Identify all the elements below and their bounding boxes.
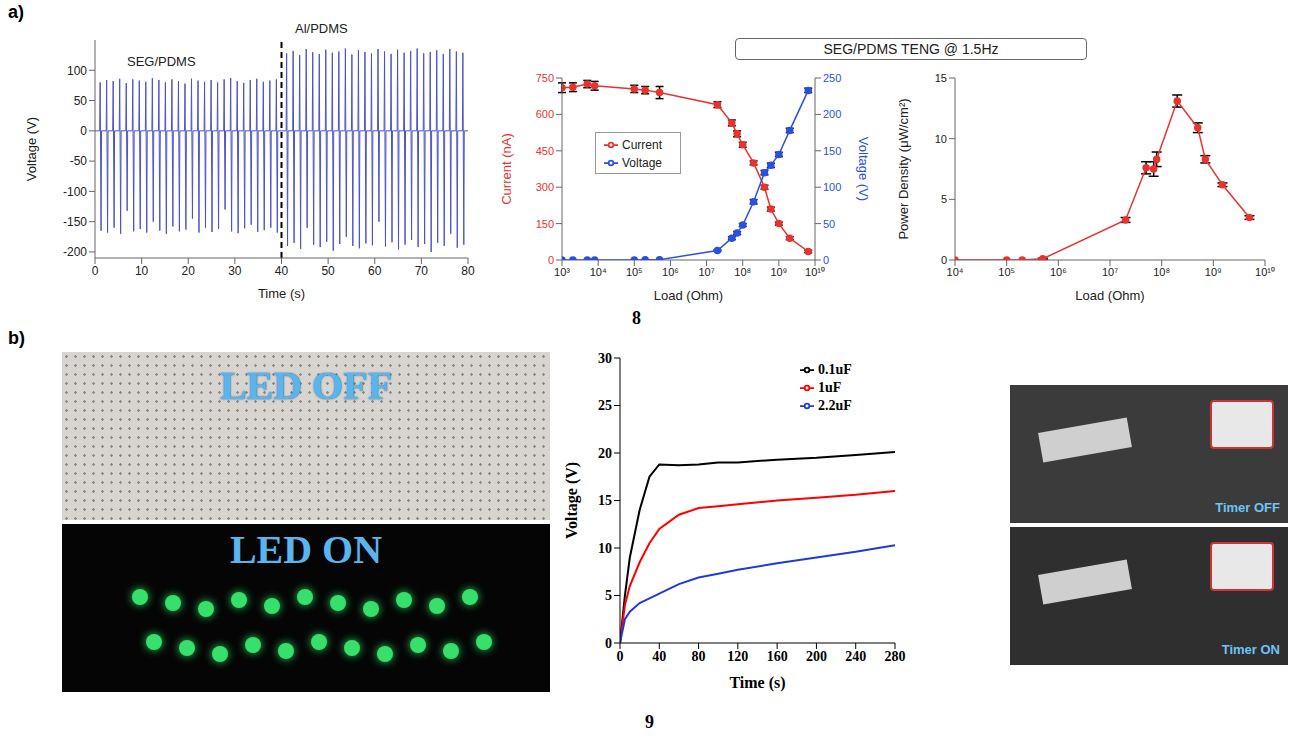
- svg-text:0: 0: [617, 649, 624, 664]
- svg-text:60: 60: [368, 264, 382, 278]
- svg-text:50: 50: [74, 94, 88, 108]
- svg-text:10¹⁰: 10¹⁰: [1255, 266, 1275, 278]
- html-text:2.2uF: 2.2uF: [818, 398, 852, 413]
- svg-text:15: 15: [935, 72, 947, 84]
- svg-text:Load (Ohm): Load (Ohm): [654, 288, 723, 303]
- svg-text:10: 10: [598, 541, 612, 556]
- svg-text:0: 0: [823, 254, 829, 266]
- svg-text:-50: -50: [70, 154, 88, 168]
- svg-text:10⁷: 10⁷: [698, 266, 714, 278]
- html-text:Voltage: Voltage: [622, 156, 662, 170]
- html-text:1uF: 1uF: [818, 380, 842, 395]
- svg-text:200: 200: [823, 108, 841, 120]
- html-text:Al/PDMS: Al/PDMS: [295, 21, 348, 36]
- svg-text:80: 80: [461, 264, 475, 278]
- svg-text:Voltage (V): Voltage (V): [856, 137, 871, 201]
- html-text:Timer OFF: Timer OFF: [1215, 500, 1280, 515]
- svg-text:10⁶: 10⁶: [1050, 266, 1067, 278]
- svg-text:20: 20: [182, 264, 196, 278]
- svg-text:10⁷: 10⁷: [1102, 266, 1118, 278]
- svg-text:10⁸: 10⁸: [1153, 266, 1170, 278]
- svg-text:40: 40: [652, 649, 666, 664]
- svg-text:160: 160: [767, 649, 788, 664]
- svg-text:10⁴: 10⁴: [947, 266, 964, 278]
- svg-text:10⁵: 10⁵: [626, 266, 643, 278]
- svg-text:40: 40: [275, 264, 289, 278]
- html-text:b): b): [8, 328, 25, 348]
- svg-text:10³: 10³: [554, 266, 570, 278]
- svg-text:300: 300: [536, 181, 554, 193]
- svg-text:80: 80: [692, 649, 706, 664]
- svg-text:10⁹: 10⁹: [770, 266, 787, 278]
- svg-text:10: 10: [135, 264, 149, 278]
- svg-text:70: 70: [415, 264, 429, 278]
- svg-text:Time (s): Time (s): [729, 674, 785, 692]
- svg-text:150: 150: [823, 145, 841, 157]
- svg-text:10⁸: 10⁸: [734, 266, 751, 278]
- svg-text:250: 250: [823, 72, 841, 84]
- html-text:Current: Current: [622, 138, 662, 152]
- svg-text:Time (s): Time (s): [258, 286, 305, 301]
- svg-text:25: 25: [598, 398, 612, 413]
- svg-text:20: 20: [598, 446, 612, 461]
- svg-text:30: 30: [598, 351, 612, 366]
- html-text:a): a): [8, 2, 24, 22]
- svg-text:10⁵: 10⁵: [998, 266, 1015, 278]
- svg-text:240: 240: [845, 649, 866, 664]
- svg-text:600: 600: [536, 108, 554, 120]
- html-text:LED OFF: LED OFF: [219, 363, 393, 408]
- svg-text:50: 50: [823, 218, 835, 230]
- svg-text:15: 15: [598, 493, 612, 508]
- svg-text:0: 0: [92, 264, 99, 278]
- svg-text:-100: -100: [63, 185, 87, 199]
- svg-text:0: 0: [941, 254, 947, 266]
- html-text:SEG/PDMS: SEG/PDMS: [127, 54, 196, 69]
- svg-text:Power Density (μW/cm²): Power Density (μW/cm²): [896, 98, 911, 239]
- svg-text:10⁶: 10⁶: [662, 266, 679, 278]
- svg-text:450: 450: [536, 145, 554, 157]
- svg-text:0: 0: [605, 636, 612, 651]
- html-text:Timer ON: Timer ON: [1221, 642, 1280, 657]
- svg-text:-150: -150: [63, 215, 87, 229]
- svg-text:280: 280: [885, 649, 906, 664]
- svg-text:10: 10: [935, 133, 947, 145]
- svg-text:120: 120: [727, 649, 748, 664]
- svg-text:100: 100: [67, 64, 87, 78]
- html-text:LED ON: LED ON: [229, 527, 383, 572]
- html-text:8: 8: [632, 308, 641, 328]
- svg-text:-200: -200: [63, 245, 87, 259]
- html-text:0.1uF: 0.1uF: [818, 362, 852, 377]
- svg-text:0: 0: [548, 254, 554, 266]
- svg-text:Voltage (V): Voltage (V): [24, 117, 39, 181]
- svg-text:Voltage (V): Voltage (V): [563, 462, 581, 539]
- svg-text:Load (Ohm): Load (Ohm): [1075, 288, 1144, 303]
- svg-text:5: 5: [605, 588, 612, 603]
- svg-text:100: 100: [823, 181, 841, 193]
- svg-text:10⁹: 10⁹: [1205, 266, 1222, 278]
- html-text:9: 9: [645, 712, 654, 732]
- svg-text:0: 0: [80, 124, 87, 138]
- svg-text:50: 50: [321, 264, 335, 278]
- svg-text:10⁴: 10⁴: [590, 266, 607, 278]
- svg-text:Current (nA): Current (nA): [499, 133, 514, 205]
- svg-text:5: 5: [941, 193, 947, 205]
- svg-text:750: 750: [536, 72, 554, 84]
- svg-text:150: 150: [536, 218, 554, 230]
- svg-text:30: 30: [228, 264, 242, 278]
- html-text:SEG/PDMS TENG @ 1.5Hz: SEG/PDMS TENG @ 1.5Hz: [823, 41, 999, 57]
- svg-text:10¹⁰: 10¹⁰: [805, 266, 825, 278]
- svg-text:200: 200: [806, 649, 827, 664]
